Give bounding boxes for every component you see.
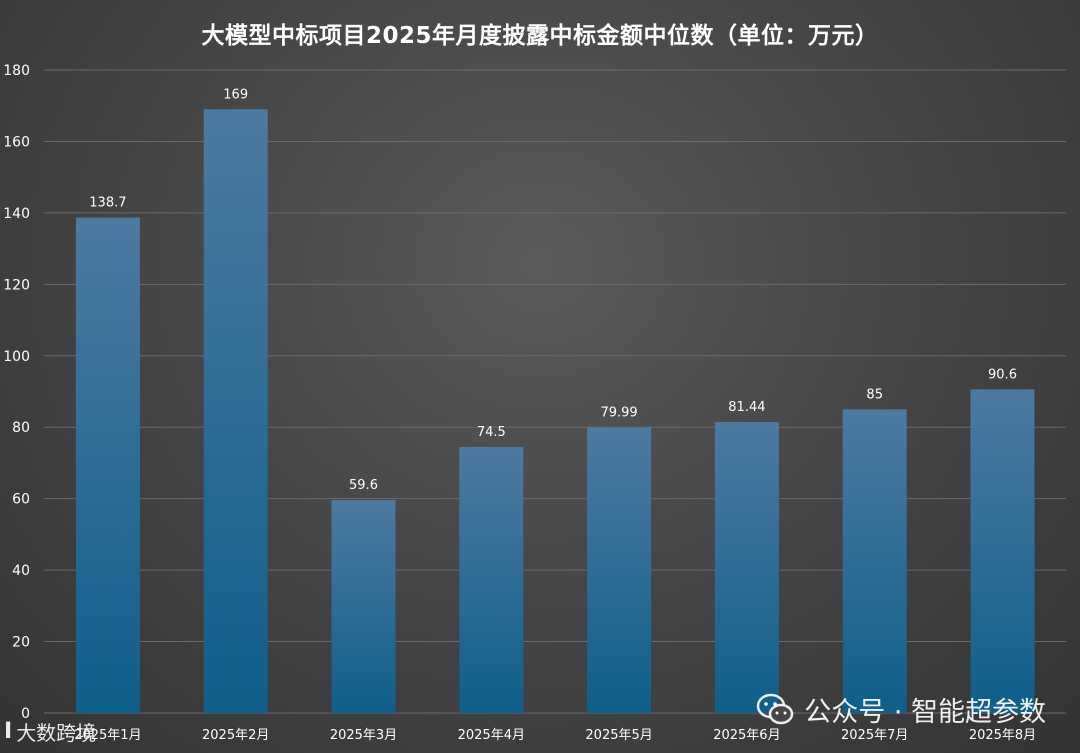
bar — [970, 389, 1035, 713]
y-tick-label: 100 — [3, 349, 30, 365]
bar-value-label: 81.44 — [728, 400, 765, 415]
y-tick-label: 180 — [3, 63, 30, 79]
bar — [587, 427, 652, 713]
bar-value-label: 74.5 — [477, 425, 506, 440]
wechat-icon — [757, 693, 794, 724]
grid-lines — [44, 69, 1066, 714]
bar — [75, 217, 140, 713]
bar — [203, 109, 268, 714]
bar-value-label: 85 — [866, 387, 883, 402]
x-tick-label: 2025年4月 — [458, 728, 525, 743]
x-tick-label: 2025年1月 — [74, 728, 141, 743]
bar-value-label: 59.6 — [349, 478, 378, 493]
y-tick-label: 160 — [3, 134, 30, 150]
y-tick-label: 120 — [3, 277, 30, 293]
chart-title: 大模型中标项目2025年月度披露中标金额中位数（单位：万元） — [201, 23, 879, 49]
watermark: 公众号 · 智能超参数 — [756, 690, 1046, 729]
bar — [459, 446, 524, 713]
y-tick-label: 0 — [21, 706, 30, 722]
data-labels: 138.7 169 59.6 74.5 79.99 81.44 85 90.6 — [89, 87, 1017, 493]
y-tick-label: 60 — [12, 492, 30, 508]
y-tick-label: 40 — [12, 563, 30, 579]
x-axis-ticks: 2025年1月 2025年2月 2025年3月 2025年4月 2025年5月 2025年… — [74, 728, 1036, 743]
x-tick-label: 2025年2月 — [202, 728, 269, 743]
bar — [331, 500, 396, 713]
y-tick-label: 80 — [12, 420, 30, 436]
x-tick-label: 2025年8月 — [969, 728, 1036, 743]
bar-value-label: 169 — [223, 87, 248, 102]
x-tick-label: 2025年7月 — [841, 728, 908, 743]
bars — [75, 109, 1035, 714]
x-tick-label: 2025年3月 — [330, 728, 397, 743]
bar-value-label: 79.99 — [600, 405, 637, 420]
corner-logo-mark: Ⅰ — [4, 719, 13, 744]
corner-logo-text: 大数跨境 — [16, 721, 97, 745]
watermark-text: 公众号 · 智能超参数 — [804, 697, 1046, 728]
x-tick-label: 2025年6月 — [713, 728, 780, 743]
y-tick-label: 20 — [12, 635, 30, 651]
bar — [714, 422, 779, 713]
bar — [842, 409, 907, 713]
y-axis-ticks: 0 20 40 60 80 100 120 140 160 180 — [3, 63, 30, 722]
bar-value-label: 138.7 — [89, 196, 126, 211]
corner-logo: Ⅰ 大数跨境 — [4, 717, 96, 746]
bar-value-label: 90.6 — [988, 367, 1017, 382]
y-tick-label: 140 — [3, 206, 30, 222]
x-tick-label: 2025年5月 — [585, 728, 652, 743]
